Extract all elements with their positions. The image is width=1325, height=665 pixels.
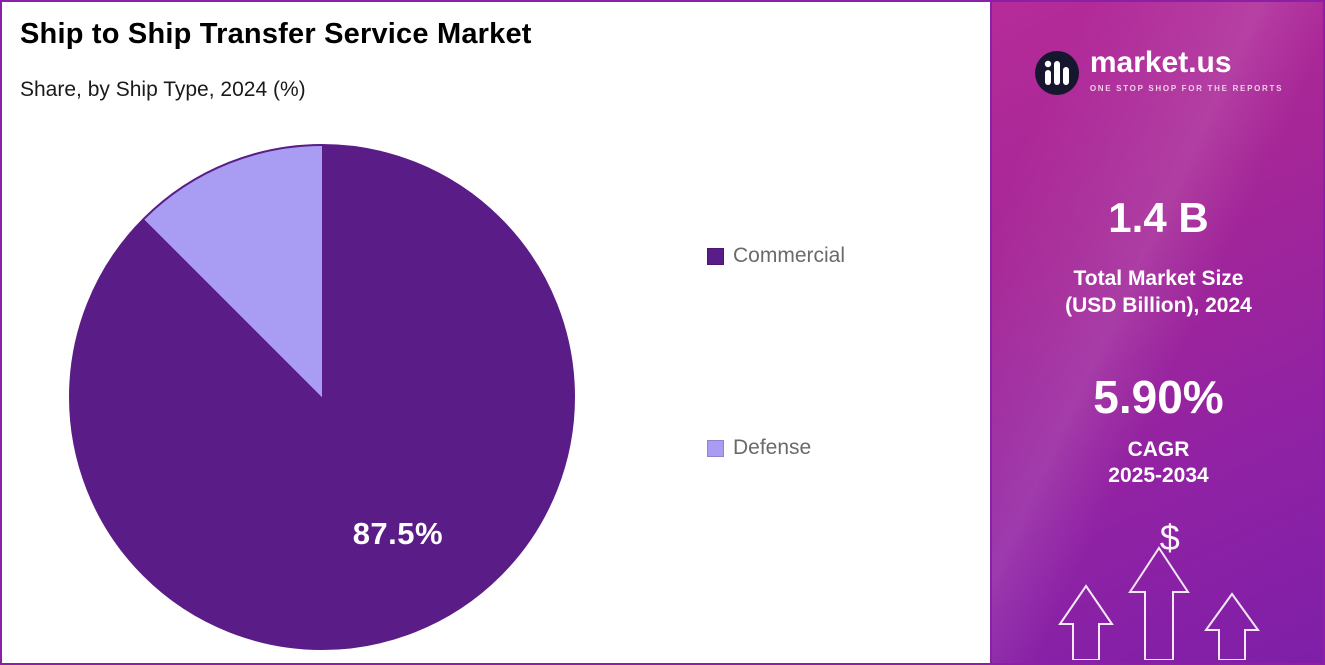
market-size-value: 1.4 B <box>1108 194 1209 241</box>
dollar-icon: $ <box>1159 517 1180 558</box>
market-size-label-line1: Total Market Size <box>1073 267 1244 290</box>
cagr-label: CAGR <box>1127 438 1190 461</box>
growth-arrows-icon <box>1034 542 1284 663</box>
page-title: Ship to Ship Transfer Service Market <box>20 18 532 50</box>
logo-tagline: ONE STOP SHOP FOR THE REPORTS <box>1089 84 1284 93</box>
legend-label-commercial: Commercial <box>733 244 846 267</box>
pie-chart-wrap: 87.5% <box>69 144 575 650</box>
chart-subtitle: Share, by Ship Type, 2024 (%) <box>20 78 306 101</box>
legend-item-commercial: Commercial <box>707 244 845 268</box>
legend-item-defense: Defense <box>707 436 845 460</box>
cagr-period: 2025-2034 <box>1108 464 1209 487</box>
legend: Commercial Defense <box>707 244 845 460</box>
legend-label-defense: Defense <box>733 436 812 459</box>
legend-swatch-defense <box>707 439 724 457</box>
legend-swatch-commercial <box>707 247 724 265</box>
pie-chart <box>69 144 575 650</box>
sidebar: market.us ONE STOP SHOP FOR THE REPORTS … <box>990 2 1323 663</box>
cagr-value: 5.90% <box>1093 371 1224 423</box>
logo-text: market.us <box>1089 46 1232 79</box>
marketus-logo-icon <box>1034 50 1080 101</box>
logo-texts: market.us ONE STOP SHOP FOR THE REPORTS <box>1089 46 1284 94</box>
pie-slice-label: 87.5% <box>352 515 444 551</box>
logo-block: market.us ONE STOP SHOP FOR THE REPORTS <box>992 46 1323 101</box>
market-size-label-line2: (USD Billion), 2024 <box>1065 294 1252 317</box>
